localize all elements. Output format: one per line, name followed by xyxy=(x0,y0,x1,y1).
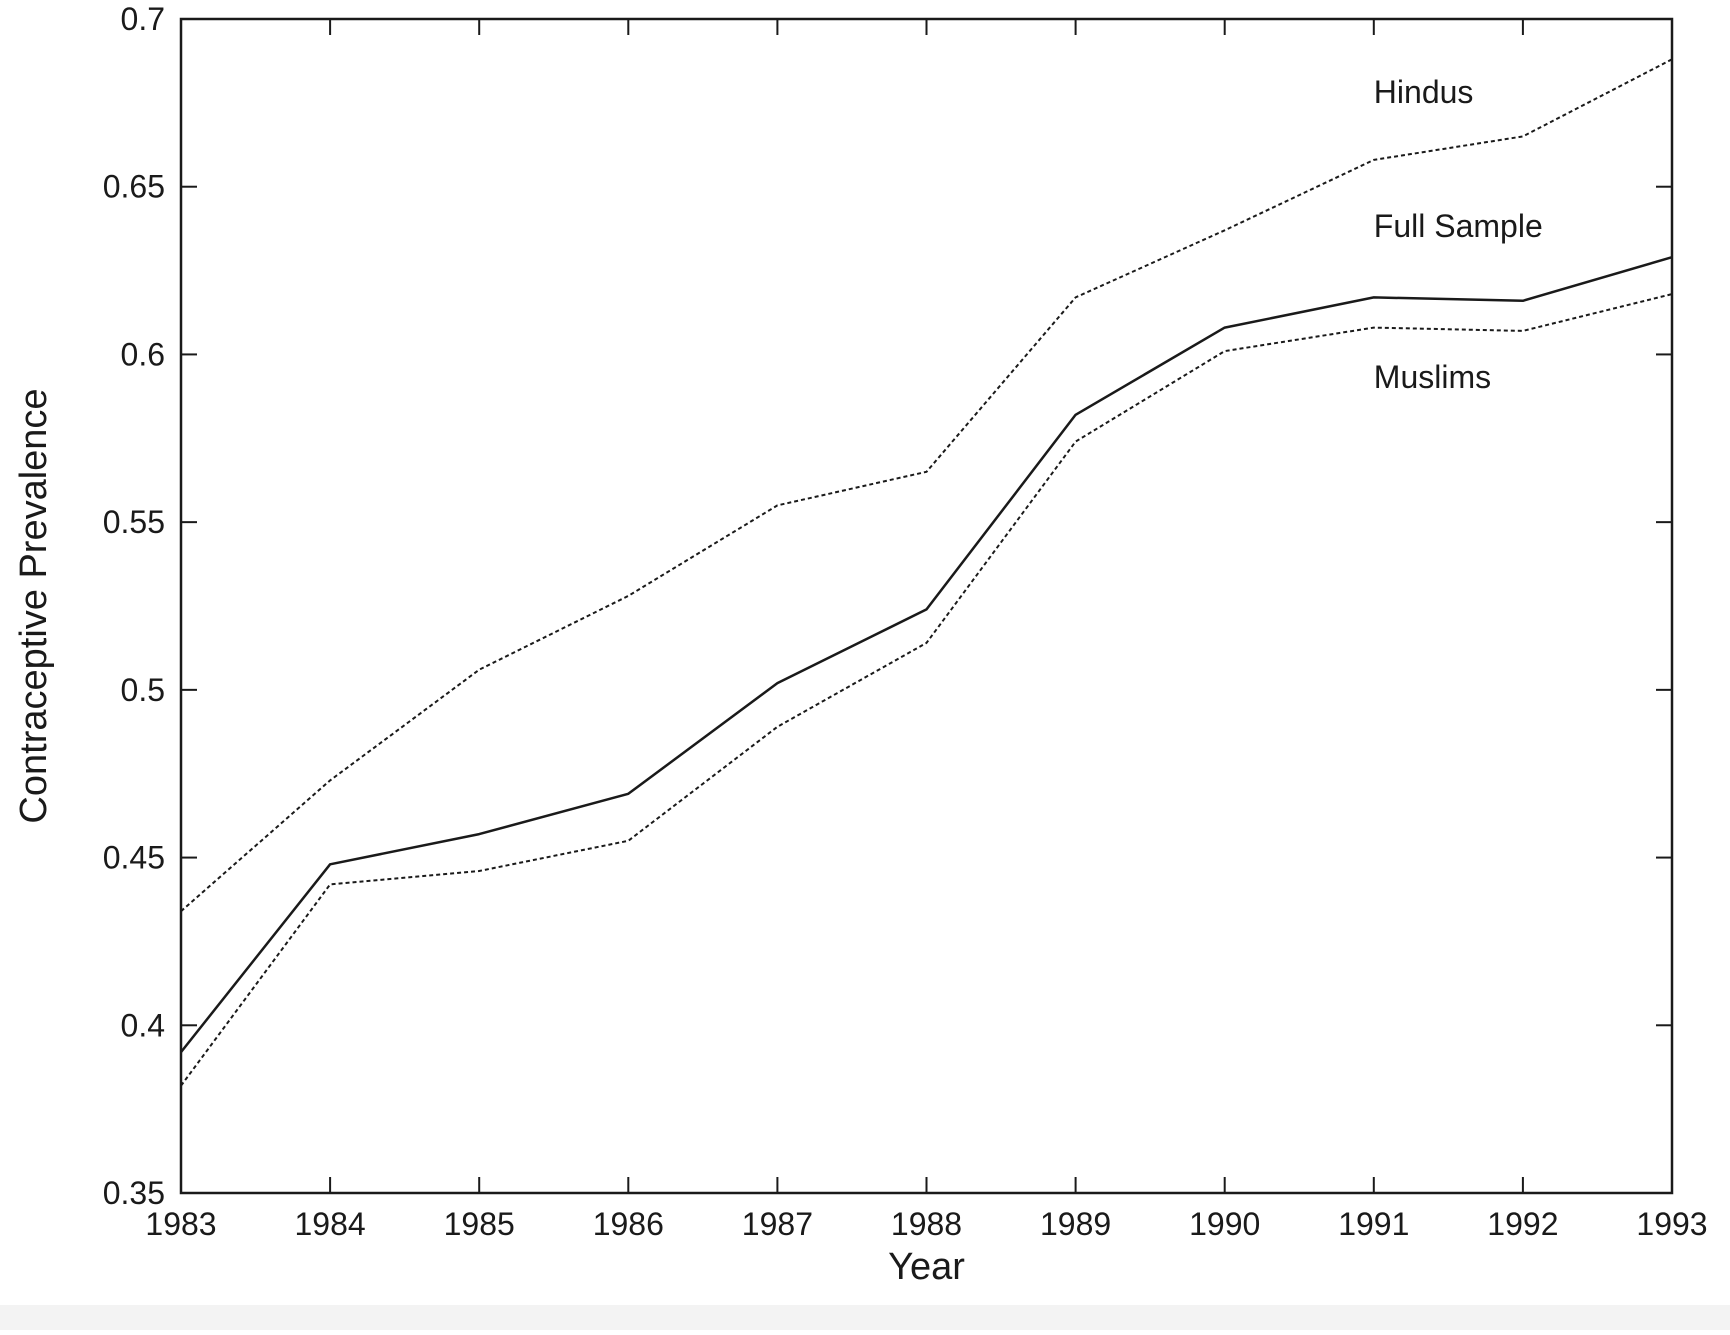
y-tick-label: 0.6 xyxy=(121,336,165,372)
series-line-full-sample xyxy=(180,256,1673,1053)
page-bottom-strip xyxy=(0,1305,1730,1330)
x-tick-label: 1991 xyxy=(1338,1206,1409,1242)
series-line-hindus xyxy=(180,58,1673,912)
series-label-full-sample: Full Sample xyxy=(1374,208,1543,244)
y-tick-label: 0.45 xyxy=(103,840,165,876)
x-tick-label: 1983 xyxy=(145,1206,216,1242)
plot-frame xyxy=(179,17,1674,1195)
y-tick-label: 0.7 xyxy=(121,1,165,37)
series-labels: Hindus Full Sample Muslims xyxy=(1374,74,1543,395)
x-tick-label: 1990 xyxy=(1189,1206,1260,1242)
y-axis-title: Contraceptive Prevalence xyxy=(13,388,55,823)
x-axis: 1983 1984 1985 1986 1987 1988 1989 1990 1991 1992… xyxy=(145,19,1708,1242)
y-axis: 0.35 0.4 0.45 0.5 0.55 0.6 0.65 0.7 xyxy=(103,1,1672,1211)
y-tick-label: 0.4 xyxy=(121,1007,165,1043)
x-tick-label: 1989 xyxy=(1040,1206,1111,1242)
series-line-muslims xyxy=(180,293,1673,1087)
x-tick-label: 1985 xyxy=(444,1206,515,1242)
x-tick-label: 1992 xyxy=(1487,1206,1558,1242)
x-tick-label: 1984 xyxy=(295,1206,366,1242)
x-tick-label: 1993 xyxy=(1636,1206,1707,1242)
y-tick-label: 0.65 xyxy=(103,169,165,205)
x-tick-label: 1986 xyxy=(593,1206,664,1242)
y-tick-label: 0.55 xyxy=(103,504,165,540)
series-label-hindus: Hindus xyxy=(1374,74,1474,110)
y-tick-label: 0.35 xyxy=(103,1175,165,1211)
y-tick-label: 0.5 xyxy=(121,672,165,708)
x-tick-label: 1987 xyxy=(742,1206,813,1242)
x-axis-title: Year xyxy=(888,1246,965,1288)
x-tick-label: 1988 xyxy=(891,1206,962,1242)
series-lines xyxy=(180,58,1673,1087)
series-label-muslims: Muslims xyxy=(1374,359,1491,395)
